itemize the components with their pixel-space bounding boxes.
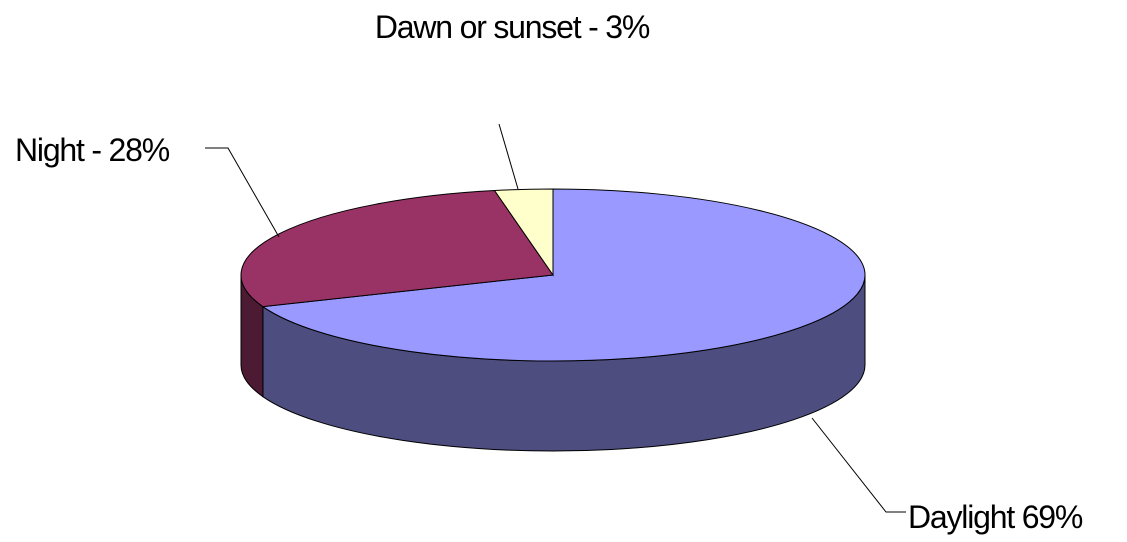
leader-line: [811, 417, 906, 513]
slice-label: Daylight 69%: [908, 499, 1083, 535]
pie-slice: [493, 188, 554, 277]
pie-slice: [240, 190, 554, 308]
pie-tops: [240, 188, 866, 362]
leader-line: [498, 123, 519, 190]
slice-label: Night - 28%: [15, 132, 170, 168]
pie-slice: [261, 188, 866, 362]
slice-label: Dawn or sunset - 3%: [374, 9, 650, 45]
leader-line: [205, 147, 280, 238]
